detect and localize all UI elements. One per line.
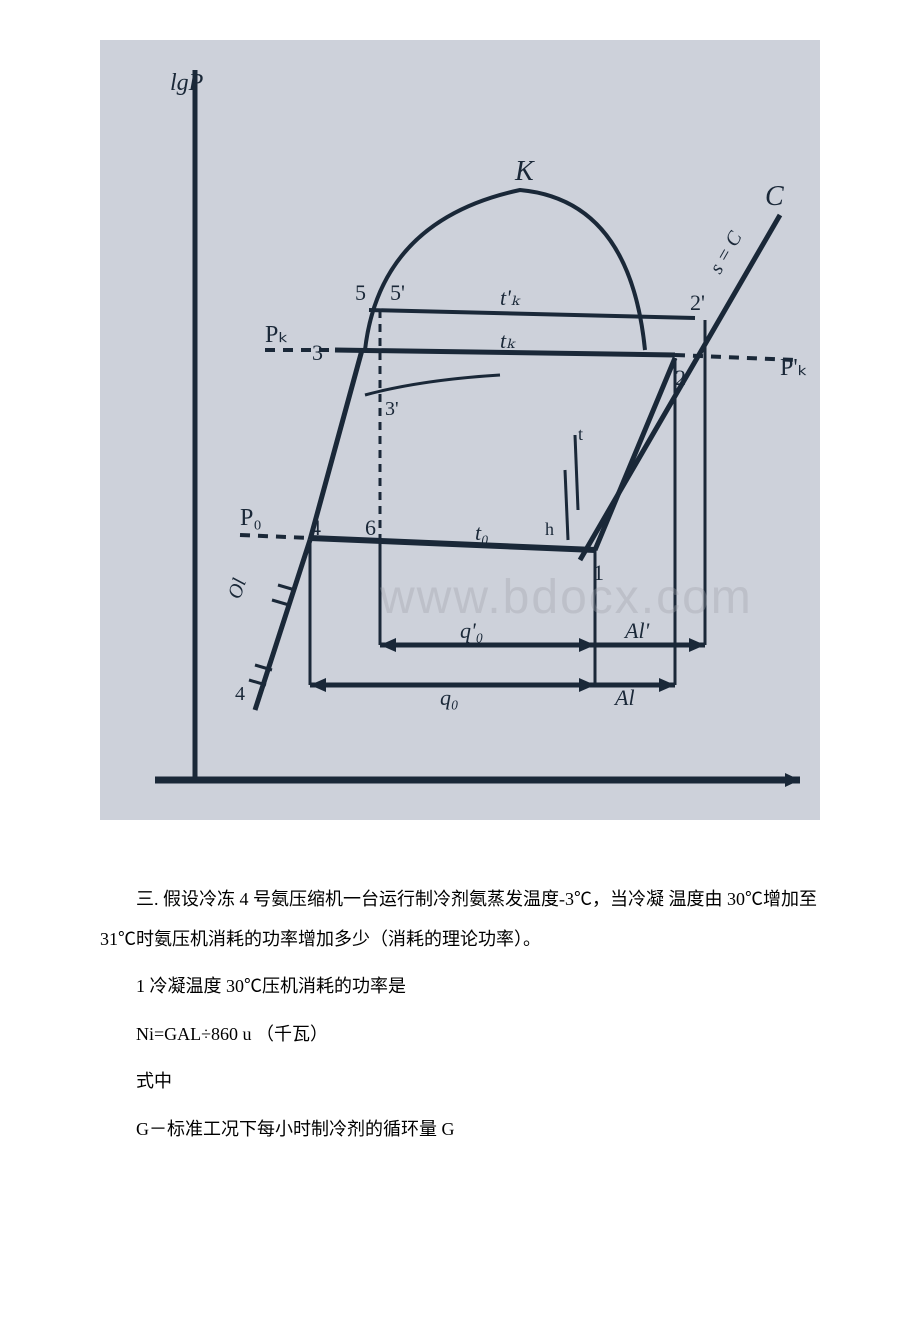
document-text: 三. 假设冷冻 4 号氨压缩机一台运行制冷剂氨蒸发温度-3℃，当冷凝 温度由 3… [0,820,920,1150]
label-Pk: Pₖ [265,322,289,348]
label-h: h [545,519,554,539]
paragraph-4: 式中 [100,1062,820,1102]
paragraph-2: 1 冷凝温度 30℃压机消耗的功率是 [100,967,820,1007]
label-4: 4 [310,515,321,540]
diagram-bg [100,40,820,820]
label-t: t [578,424,583,444]
label-tk-prime: t'ₖ [500,285,521,310]
label-3-prime: 3' [385,398,399,420]
paragraph-5: G－标准工况下每小时制冷剂的循环量 G [100,1110,820,1150]
label-K: K [514,156,535,187]
label-tk: tₖ [500,328,516,353]
label-Pk-prime: P'ₖ [780,355,808,381]
label-2-prime: 2' [690,290,705,315]
paragraph-3: Ni=GAL÷860 u （千瓦） [100,1015,820,1055]
label-al-prime: Al' [623,618,650,643]
label-3: 3 [312,340,323,365]
y-axis-label: lgP [170,70,204,96]
label-ol2: 4 [235,683,245,705]
label-2: 2 [675,365,686,390]
paragraph-1: 三. 假设冷冻 4 号氨压缩机一台运行制冷剂氨蒸发温度-3℃，当冷凝 温度由 3… [100,880,820,959]
label-P0: P₀ [240,505,262,531]
label-5-prime: 5' [390,280,405,305]
ph-diagram-svg: lgP K C s = C Pₖ P'ₖ 5 5' 2' 2 3 t'ₖ [100,40,820,820]
label-q0-prime: q'₀ [460,618,483,643]
ph-diagram-container: lgP K C s = C Pₖ P'ₖ 5 5' 2' 2 3 t'ₖ [100,40,820,820]
label-al: Al [613,685,635,710]
label-t0: t₀ [475,520,489,545]
label-C: C [765,181,784,212]
label-5: 5 [355,280,366,305]
label-6: 6 [365,515,376,540]
label-q0: q₀ [440,685,459,710]
